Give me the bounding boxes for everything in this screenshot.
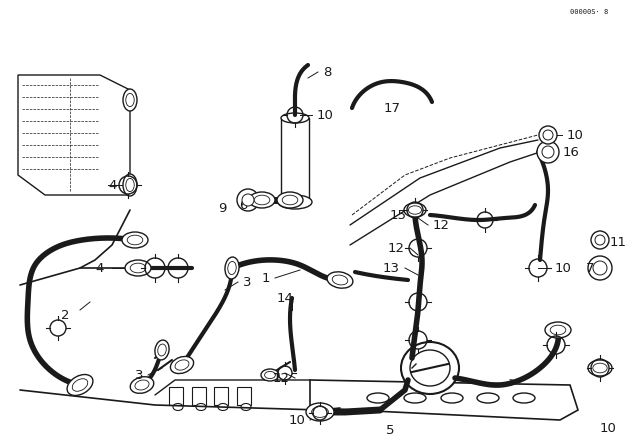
Text: 7: 7: [586, 262, 595, 275]
Text: 6: 6: [239, 198, 247, 211]
Ellipse shape: [130, 377, 154, 393]
Text: 1: 1: [262, 271, 270, 284]
Text: 00000S· 8: 00000S· 8: [570, 9, 608, 15]
Bar: [169, 387, 183, 405]
Ellipse shape: [261, 369, 279, 381]
Ellipse shape: [67, 375, 93, 396]
Circle shape: [543, 130, 553, 140]
Text: 12: 12: [273, 371, 290, 384]
Text: 11: 11: [609, 236, 627, 249]
Circle shape: [542, 146, 554, 158]
Ellipse shape: [155, 340, 169, 360]
Ellipse shape: [404, 203, 426, 217]
Text: 9: 9: [218, 202, 226, 215]
Bar: [214, 387, 228, 405]
Circle shape: [591, 231, 609, 249]
Ellipse shape: [173, 404, 183, 410]
Circle shape: [588, 256, 612, 280]
Bar: [237, 387, 251, 405]
Ellipse shape: [123, 89, 137, 111]
Ellipse shape: [125, 260, 151, 276]
Text: 10: 10: [600, 422, 616, 435]
Text: 10: 10: [567, 129, 584, 142]
Circle shape: [237, 189, 259, 211]
Text: 5: 5: [386, 423, 394, 436]
Text: 15: 15: [390, 208, 406, 221]
Ellipse shape: [123, 174, 137, 196]
Ellipse shape: [404, 393, 426, 403]
Ellipse shape: [241, 404, 251, 410]
Ellipse shape: [327, 272, 353, 288]
Text: 12: 12: [433, 219, 450, 232]
Bar: [281, 118, 309, 200]
Ellipse shape: [306, 403, 334, 421]
Text: 10: 10: [288, 414, 305, 426]
Bar: [192, 387, 206, 405]
Circle shape: [242, 194, 254, 206]
Ellipse shape: [401, 342, 459, 394]
Ellipse shape: [441, 393, 463, 403]
Text: 10: 10: [317, 108, 334, 121]
Text: 17: 17: [383, 102, 401, 115]
Text: 2: 2: [61, 309, 69, 322]
Ellipse shape: [122, 232, 148, 248]
Text: 4: 4: [109, 178, 117, 191]
Ellipse shape: [477, 393, 499, 403]
Ellipse shape: [225, 257, 239, 279]
Ellipse shape: [588, 360, 612, 376]
Circle shape: [595, 235, 605, 245]
Text: 8: 8: [323, 65, 332, 78]
Ellipse shape: [277, 192, 303, 208]
Circle shape: [537, 141, 559, 163]
Text: 3: 3: [134, 369, 143, 382]
Circle shape: [539, 126, 557, 144]
Ellipse shape: [281, 113, 309, 123]
Text: 14: 14: [276, 292, 293, 305]
Ellipse shape: [249, 192, 275, 208]
Text: 3: 3: [243, 276, 252, 289]
Ellipse shape: [545, 322, 571, 338]
Ellipse shape: [367, 393, 389, 403]
Circle shape: [593, 261, 607, 275]
Ellipse shape: [170, 357, 194, 374]
Text: 12: 12: [388, 241, 405, 254]
Text: 16: 16: [563, 146, 580, 159]
Text: 10: 10: [555, 262, 572, 275]
Ellipse shape: [513, 393, 535, 403]
Text: 4: 4: [96, 262, 104, 275]
Ellipse shape: [278, 195, 312, 209]
Ellipse shape: [196, 404, 206, 410]
Text: 13: 13: [383, 262, 400, 275]
Ellipse shape: [218, 404, 228, 410]
